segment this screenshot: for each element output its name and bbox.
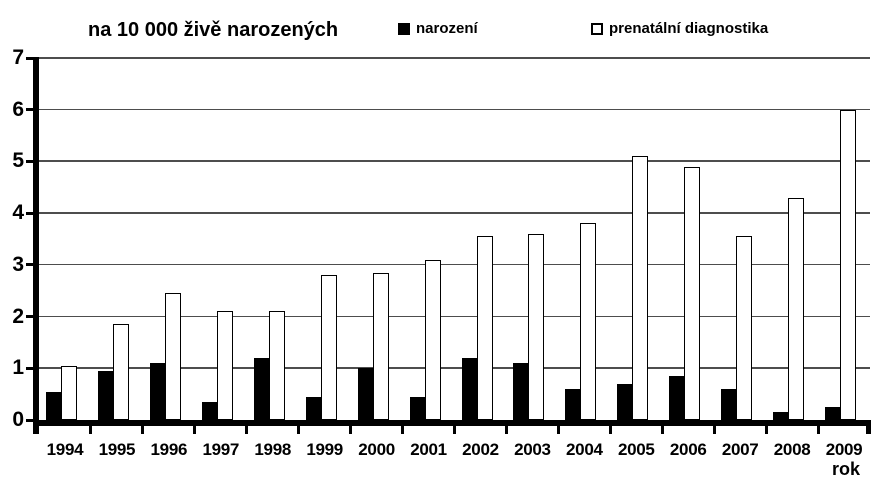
bar-narozeni-2000	[357, 368, 373, 420]
bar-narozeni-1995	[97, 370, 113, 420]
bar-prenatalni-diagnostika-2003	[528, 233, 545, 420]
x-tick-label-1999: 1999	[306, 440, 343, 459]
x-tick-label-2009: 2009	[825, 440, 863, 459]
x-tick-2009	[816, 426, 820, 434]
bar-prenatalni-diagnostika-2005	[632, 156, 649, 420]
x-tick-2000	[349, 426, 353, 434]
bar-narozeni-1996	[149, 363, 165, 420]
y-tick-4	[26, 211, 39, 215]
bar-prenatalni-diagnostika-2002	[476, 236, 493, 420]
gridline-5	[39, 160, 870, 162]
bar-prenatalni-diagnostika-2006	[684, 166, 701, 420]
bar-prenatalni-diagnostika-1995	[112, 324, 129, 420]
x-tick-1997	[193, 426, 197, 434]
x-tick-label-1995: 1995	[98, 440, 136, 459]
x-axis-line	[33, 420, 871, 426]
y-tick-6	[26, 108, 39, 112]
x-tick-2005	[608, 426, 612, 434]
x-tick-2007	[712, 426, 716, 434]
legend-open-square-icon	[591, 22, 603, 35]
legend-item-narozeni: narození	[398, 20, 591, 37]
gridline-6	[39, 108, 870, 111]
x-tick-2003	[504, 426, 508, 434]
x-tick-label-2004: 2004	[566, 440, 603, 459]
y-tick-label-6: 6	[12, 97, 24, 121]
bar-narozeni-2007	[721, 388, 737, 420]
bar-prenatalni-diagnostika-2000	[372, 272, 389, 420]
x-tick-label-2002: 2002	[462, 440, 499, 459]
bar-prenatalni-diagnostika-1994	[61, 365, 77, 420]
legend-label-narozeni: narození	[416, 20, 478, 37]
x-tick-label-1996: 1996	[150, 440, 188, 459]
y-tick-label-3: 3	[12, 252, 24, 276]
bar-narozeni-1994	[46, 391, 61, 420]
gridline-7	[39, 57, 870, 59]
bar-prenatalni-diagnostika-1998	[268, 311, 285, 420]
bar-narozeni-2009	[825, 407, 841, 420]
bar-prenatalni-diagnostika-1997	[216, 311, 233, 420]
bar-prenatalni-diagnostika-1999	[320, 275, 337, 420]
bar-prenatalni-diagnostika-2009	[840, 109, 857, 420]
y-tick-5	[26, 159, 39, 163]
bar-narozeni-1997	[201, 401, 217, 420]
legend-filled-square-icon	[398, 22, 410, 35]
bar-narozeni-1998	[253, 357, 269, 420]
y-tick-0	[26, 418, 39, 422]
x-axis-title: rok	[831, 459, 860, 479]
gridline-1	[39, 367, 870, 369]
y-tick-label-2: 2	[12, 304, 24, 328]
legend-label-prenatalni-diagnostika: prenatální diagnostika	[609, 20, 769, 37]
bar-narozeni-2002	[461, 357, 477, 420]
x-tick-2004	[556, 426, 560, 434]
x-tick-label-2003: 2003	[514, 440, 551, 459]
x-tick-2002	[453, 426, 456, 434]
y-tick-1	[26, 366, 39, 370]
y-tick-label-1: 1	[12, 356, 24, 380]
x-tick-label-2001: 2001	[410, 440, 447, 459]
x-tick-1996	[141, 426, 145, 434]
x-tick-label-1997: 1997	[202, 440, 240, 459]
y-tick-2	[26, 315, 39, 319]
gridline-2	[39, 315, 870, 318]
x-tick-1998	[245, 426, 249, 434]
x-tick-label-2005: 2005	[617, 440, 655, 459]
gridline-4	[39, 212, 870, 214]
bar-narozeni-2006	[669, 376, 685, 420]
gridline-3	[39, 263, 870, 266]
y-axis-line	[33, 58, 39, 434]
bar-narozeni-2005	[617, 383, 633, 420]
x-tick-label-2008: 2008	[773, 440, 811, 459]
legend-item-prenatalni-diagnostika: prenatální diagnostika	[591, 20, 768, 37]
y-tick-label-0: 0	[12, 408, 24, 431]
bar-narozeni-2004	[565, 388, 581, 420]
x-axis-end-tick	[866, 420, 871, 434]
y-tick-7	[26, 56, 39, 60]
bar-prenatalni-diagnostika-2004	[580, 223, 597, 420]
bar-narozeni-2001	[409, 396, 425, 420]
bar-narozeni-1999	[305, 396, 321, 420]
x-tick-1999	[297, 426, 301, 434]
x-tick-label-2000: 2000	[358, 440, 395, 459]
y-tick-label-7: 7	[12, 46, 24, 69]
bar-narozeni-2003	[513, 363, 529, 420]
y-tick-label-5: 5	[12, 149, 24, 173]
bar-prenatalni-diagnostika-2008	[788, 197, 805, 420]
bar-narozeni-2008	[773, 412, 789, 420]
x-tick-label-2006: 2006	[669, 440, 707, 459]
x-tick-2001	[401, 426, 405, 434]
y-tick-label-4: 4	[12, 201, 24, 225]
x-tick-2006	[660, 426, 664, 434]
bar-prenatalni-diagnostika-1996	[164, 293, 181, 420]
x-tick-label-1998: 1998	[254, 440, 292, 459]
bar-prenatalni-diagnostika-2007	[736, 236, 753, 420]
x-tick-label-1994: 1994	[46, 440, 84, 459]
x-tick-1995	[89, 426, 93, 434]
x-tick-label-2007: 2007	[721, 440, 759, 459]
chart-title: na 10 000 živě narozených	[88, 19, 339, 41]
bar-prenatalni-diagnostika-2001	[424, 259, 441, 420]
y-tick-3	[26, 263, 39, 267]
legend: narození prenatální diagnostika	[398, 20, 768, 37]
x-tick-2008	[764, 426, 768, 434]
